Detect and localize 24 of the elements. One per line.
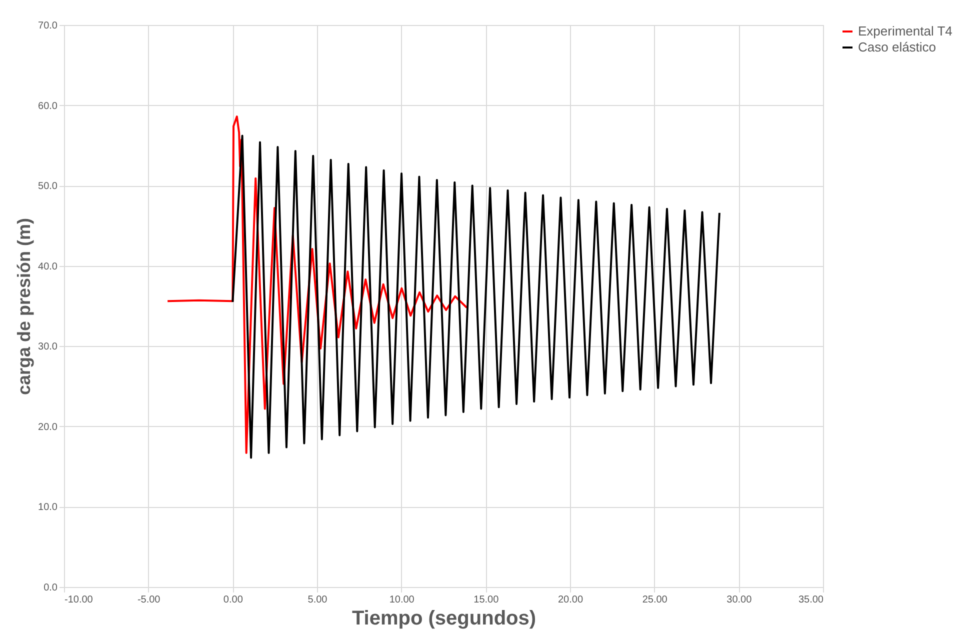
x-tick-label: 15.00 [474,594,500,606]
x-tick-label: 35.00 [798,594,824,606]
legend-label: Experimental T4 [858,24,952,38]
y-axis-title: carga de presión (m) [14,218,34,396]
x-axis-title: Tiempo (segundos) [352,608,536,630]
x-tick-label: 30.00 [726,594,752,606]
line-series [232,134,720,459]
x-tick-label: 25.00 [642,594,668,606]
x-tick-label: 0.00 [223,594,244,606]
y-tick-label: 70.0 [38,20,58,32]
y-tick-label: 10.0 [38,502,58,514]
line-series [166,116,468,454]
x-tick-label: -5.00 [137,594,161,606]
y-tick-label: 60.0 [38,100,58,112]
legend-label: Caso elástico [858,40,936,54]
y-tick-label: 50.0 [38,181,58,192]
x-tick-label: 10.00 [389,594,415,606]
x-tick-label: 5.00 [308,594,328,606]
y-tick-label: 20.0 [38,422,58,433]
y-tick-label: 0.0 [44,582,58,594]
x-tick-label: 20.00 [558,594,584,606]
y-tick-label: 40.0 [38,261,58,272]
y-tick-label: 30.0 [38,342,58,353]
x-tick-label: -10.00 [64,594,94,606]
